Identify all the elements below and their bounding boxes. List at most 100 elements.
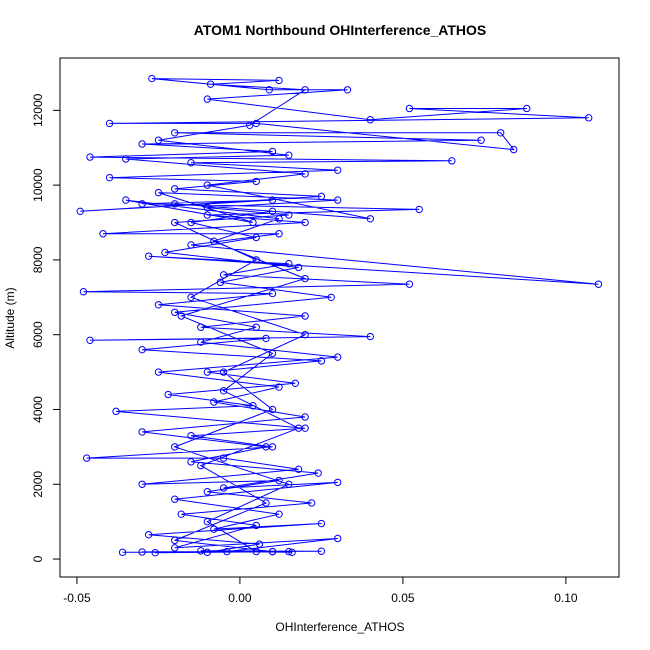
point	[366, 115, 375, 124]
point	[203, 181, 212, 189]
point	[275, 215, 283, 223]
point	[187, 293, 195, 302]
point	[301, 413, 309, 421]
point	[265, 86, 273, 94]
point	[219, 387, 228, 395]
point	[171, 495, 179, 503]
plot-frame	[59, 57, 620, 578]
point	[86, 336, 94, 345]
point	[405, 104, 414, 113]
point	[138, 480, 146, 488]
point	[262, 499, 270, 507]
point	[584, 114, 593, 122]
y-tick-label: 10000	[31, 168, 45, 202]
point	[317, 547, 326, 555]
point	[252, 119, 260, 128]
point	[301, 170, 309, 178]
point	[223, 547, 231, 556]
point	[594, 280, 603, 288]
point	[327, 293, 335, 302]
point	[177, 312, 185, 320]
x-axis-label: OHInterference_ATHOS	[275, 620, 404, 634]
point	[285, 151, 293, 159]
point	[219, 454, 228, 462]
y-tick-label: 8000	[31, 246, 45, 273]
point	[161, 248, 169, 257]
point	[122, 196, 130, 204]
x-tick-label: 0.10	[554, 591, 578, 605]
point	[252, 233, 260, 242]
point	[99, 230, 107, 238]
point	[366, 332, 375, 341]
point	[79, 287, 88, 296]
point	[301, 312, 309, 320]
chart-title: ATOM1 Northbound OHInterference_ATHOS	[194, 22, 486, 38]
point	[138, 345, 146, 354]
point	[268, 207, 277, 216]
point	[144, 252, 153, 260]
point	[203, 95, 212, 103]
point	[268, 289, 277, 298]
point	[334, 353, 342, 361]
point	[285, 259, 293, 268]
point	[154, 368, 163, 376]
point	[171, 185, 179, 193]
point	[294, 424, 303, 432]
x-tick-label: -0.05	[63, 591, 91, 605]
point	[268, 405, 277, 414]
point	[301, 86, 309, 94]
point	[187, 241, 195, 249]
point	[285, 211, 293, 219]
series-line	[80, 78, 599, 554]
point	[203, 488, 212, 496]
point	[268, 547, 277, 556]
point	[187, 218, 195, 227]
point	[154, 301, 163, 309]
point	[510, 145, 518, 154]
point	[112, 407, 120, 416]
point	[118, 548, 127, 557]
point	[285, 547, 293, 556]
point	[219, 484, 228, 492]
point	[76, 207, 84, 216]
point	[187, 458, 195, 466]
point	[187, 431, 195, 440]
point	[154, 188, 163, 197]
point	[255, 540, 264, 548]
point	[275, 383, 283, 391]
point	[288, 548, 296, 557]
point	[252, 521, 260, 530]
point	[171, 443, 179, 451]
point	[164, 390, 172, 399]
point	[262, 443, 270, 451]
point	[523, 104, 531, 113]
point	[275, 230, 283, 238]
point	[203, 368, 212, 376]
point	[171, 544, 179, 552]
y-tick-label: 0	[31, 555, 45, 562]
point	[105, 173, 114, 182]
point	[317, 519, 326, 528]
point	[252, 256, 260, 264]
point	[366, 215, 375, 223]
point	[177, 510, 185, 518]
point	[122, 155, 130, 163]
y-tick-label: 2000	[31, 471, 45, 498]
point	[219, 271, 228, 279]
point	[171, 218, 179, 227]
point	[275, 476, 283, 485]
point	[171, 129, 179, 137]
point	[197, 461, 205, 470]
y-tick-label: 6000	[31, 321, 45, 348]
point	[154, 136, 163, 144]
point	[334, 196, 342, 204]
point	[249, 218, 257, 227]
point	[317, 192, 326, 201]
point	[249, 402, 257, 410]
point	[203, 211, 212, 219]
point	[171, 536, 179, 545]
point	[210, 525, 218, 533]
point	[334, 534, 342, 543]
